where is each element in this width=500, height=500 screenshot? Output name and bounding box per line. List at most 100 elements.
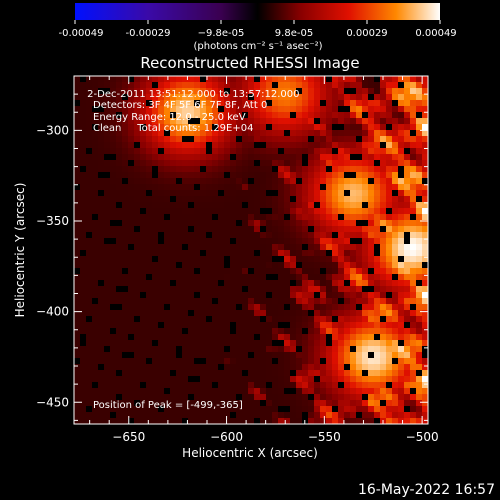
heatmap-cell xyxy=(398,106,404,112)
heatmap-cell xyxy=(158,178,164,184)
heatmap-cell xyxy=(290,172,296,178)
heatmap-cell xyxy=(416,400,422,406)
heatmap-cell xyxy=(194,274,200,280)
heatmap-cell xyxy=(398,244,404,250)
heatmap-cell xyxy=(362,418,368,424)
heatmap-cell xyxy=(326,310,332,316)
heatmap-cell xyxy=(332,328,338,334)
heatmap-cell xyxy=(122,82,128,88)
heatmap-cell xyxy=(320,190,326,196)
heatmap-cell xyxy=(134,136,140,142)
heatmap-cell xyxy=(374,394,380,400)
heatmap-cell xyxy=(128,250,134,256)
heatmap-cell xyxy=(134,286,140,292)
heatmap-cell xyxy=(308,406,314,412)
heatmap-cell xyxy=(308,88,314,94)
heatmap-cell xyxy=(380,136,386,142)
heatmap-cell xyxy=(122,364,128,370)
heatmap-cell xyxy=(152,280,158,286)
heatmap-cell xyxy=(296,250,302,256)
heatmap-cell xyxy=(362,388,368,394)
heatmap-cell xyxy=(206,298,212,304)
heatmap-cell xyxy=(410,286,416,292)
heatmap-cell xyxy=(74,382,80,388)
heatmap-cell xyxy=(284,172,290,178)
heatmap-cell xyxy=(290,304,296,310)
heatmap-cell xyxy=(242,328,248,334)
heatmap-cell xyxy=(266,112,272,118)
heatmap-cell xyxy=(380,106,386,112)
heatmap-cell xyxy=(182,364,188,370)
heatmap-cell xyxy=(86,310,92,316)
heatmap-cell xyxy=(86,142,92,148)
heatmap-cell xyxy=(212,316,218,322)
heatmap-cell xyxy=(398,412,404,418)
heatmap-cell xyxy=(110,244,116,250)
heatmap-cell xyxy=(80,298,86,304)
heatmap-cell xyxy=(284,346,290,352)
heatmap-cell xyxy=(266,238,272,244)
heatmap-cell xyxy=(224,262,230,268)
heatmap-cell xyxy=(134,298,140,304)
heatmap-cell xyxy=(326,364,332,370)
heatmap-cell xyxy=(272,202,278,208)
heatmap-cell xyxy=(158,268,164,274)
heatmap-cell xyxy=(248,250,254,256)
heatmap-cell xyxy=(212,370,218,376)
heatmap-cell xyxy=(404,322,410,328)
heatmap-cell xyxy=(374,100,380,106)
x-axis-label: Heliocentric X (arcsec) xyxy=(182,446,318,460)
heatmap-cell xyxy=(320,250,326,256)
heatmap-cell xyxy=(356,298,362,304)
heatmap-cell xyxy=(248,370,254,376)
heatmap-cell xyxy=(212,202,218,208)
heatmap-cell xyxy=(350,418,356,424)
heatmap-cell xyxy=(128,232,134,238)
heatmap-cell xyxy=(296,358,302,364)
heatmap-cell xyxy=(386,256,392,262)
heatmap-cell xyxy=(284,304,290,310)
heatmap-cell xyxy=(338,160,344,166)
heatmap-cell xyxy=(98,226,104,232)
heatmap-cell xyxy=(122,124,128,130)
heatmap-cell xyxy=(422,172,428,178)
heatmap-cell xyxy=(302,412,308,418)
heatmap-cell xyxy=(314,280,320,286)
heatmap-cell xyxy=(302,154,308,160)
heatmap-cell xyxy=(158,202,164,208)
heatmap-cell xyxy=(356,352,362,358)
heatmap-cell xyxy=(296,154,302,160)
heatmap-cell xyxy=(170,154,176,160)
heatmap-cell xyxy=(146,214,152,220)
heatmap-cell xyxy=(218,262,224,268)
heatmap-cell xyxy=(86,136,92,142)
heatmap-cell xyxy=(188,184,194,190)
heatmap-cell xyxy=(194,238,200,244)
heatmap-cell xyxy=(374,154,380,160)
heatmap-cell xyxy=(368,214,374,220)
heatmap-cell xyxy=(326,220,332,226)
heatmap-cell xyxy=(158,82,164,88)
heatmap-cell xyxy=(350,274,356,280)
heatmap-cell xyxy=(332,178,338,184)
heatmap-cell xyxy=(350,358,356,364)
heatmap-cell xyxy=(338,130,344,136)
heatmap-cell xyxy=(122,208,128,214)
heatmap-cell xyxy=(296,244,302,250)
heatmap-cell xyxy=(398,220,404,226)
heatmap-cell xyxy=(314,286,320,292)
heatmap-cell xyxy=(194,256,200,262)
heatmap-cell xyxy=(362,286,368,292)
heatmap-cell xyxy=(386,124,392,130)
heatmap-cell xyxy=(278,334,284,340)
heatmap-cell xyxy=(326,238,332,244)
heatmap-cell xyxy=(296,190,302,196)
heatmap-cell xyxy=(296,412,302,418)
heatmap-cell xyxy=(368,328,374,334)
heatmap-cell xyxy=(206,316,212,322)
heatmap-cell xyxy=(266,142,272,148)
heatmap-cell xyxy=(374,262,380,268)
heatmap-cell xyxy=(290,250,296,256)
heatmap-cell xyxy=(278,280,284,286)
heatmap-cell xyxy=(320,202,326,208)
